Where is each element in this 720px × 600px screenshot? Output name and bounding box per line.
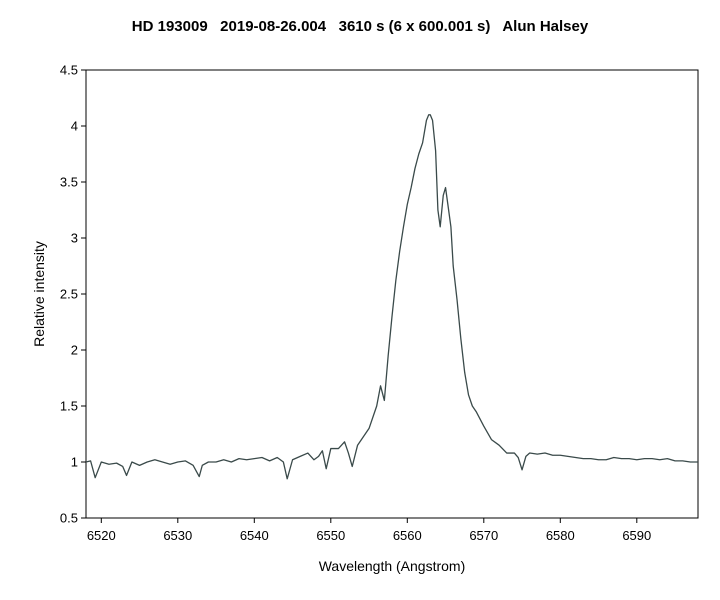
x-tick-label: 6550 [316,528,345,543]
spectrum-line [85,114,698,480]
y-axis-ticks: 0.5 1 1.5 2 2.5 3 3.5 4 4.5 [60,63,86,526]
x-tick-label: 6580 [546,528,575,543]
y-tick-label: 3.5 [60,175,78,190]
y-tick-label: 2 [71,343,78,358]
x-tick-label: 6590 [622,528,651,543]
x-tick-label: 6540 [240,528,269,543]
y-tick-label: 4.5 [60,63,78,78]
y-tick-label: 3 [71,231,78,246]
y-tick-label: 1 [71,455,78,470]
x-tick-label: 6560 [393,528,422,543]
chart-title: HD 193009 2019-08-26.004 3610 s (6 x 600… [131,18,589,35]
y-tick-label: 4 [71,119,78,134]
plot-frame [85,69,699,519]
x-tick-label: 6530 [163,528,192,543]
y-tick-label: 0.5 [60,511,78,526]
x-axis-ticks: 6520 6530 6540 6550 6560 6570 6580 6590 [87,518,651,543]
y-tick-label: 2.5 [60,287,78,302]
y-axis-label: Relative intensity [31,241,47,347]
x-tick-label: 6520 [87,528,116,543]
x-tick-label: 6570 [469,528,498,543]
x-axis-label: Wavelength (Angstrom) [319,558,466,574]
y-tick-label: 1.5 [60,399,78,414]
